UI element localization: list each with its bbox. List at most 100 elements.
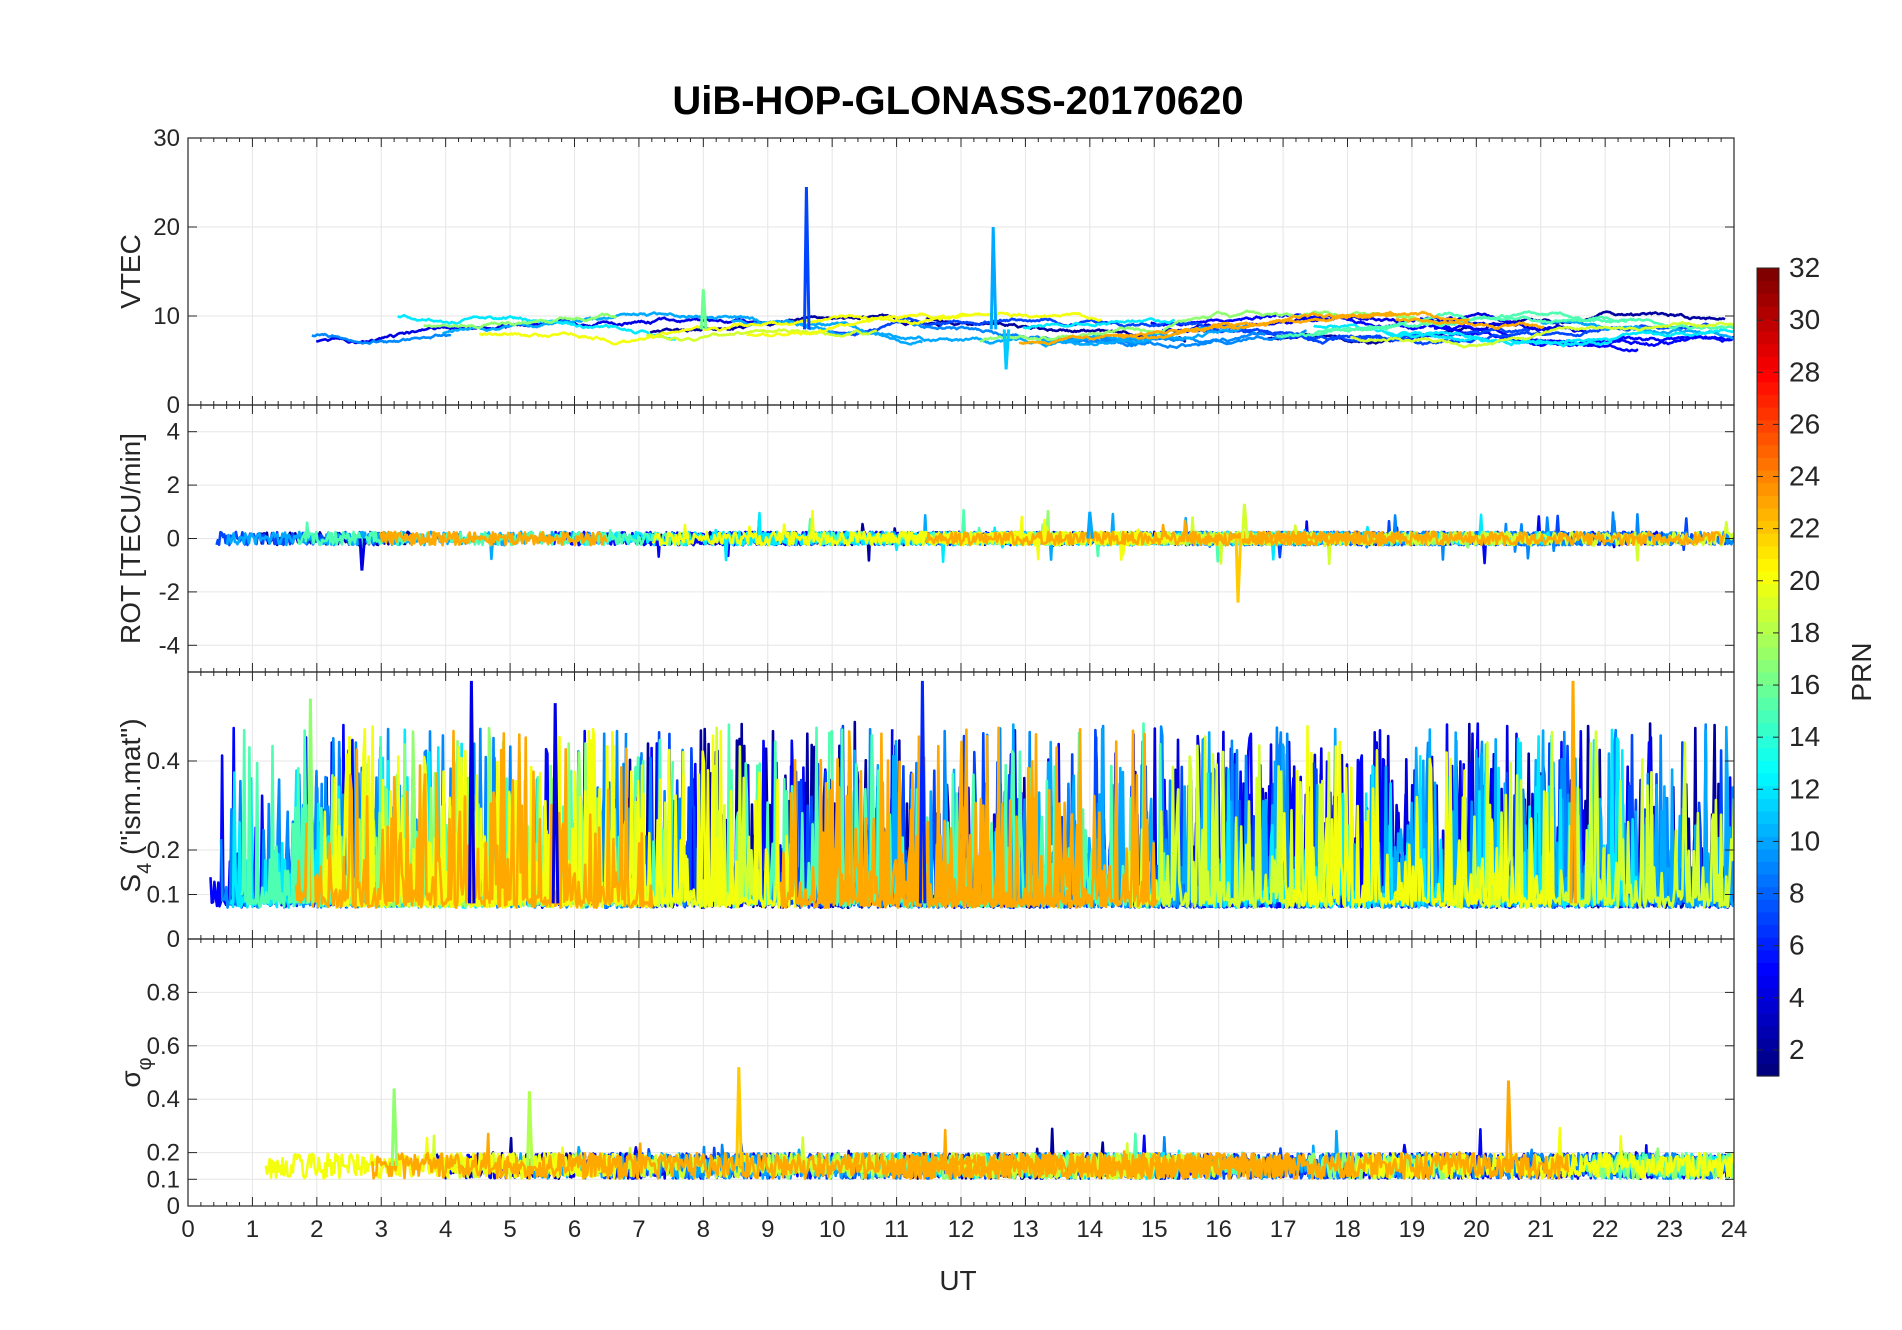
colorbar-swatch <box>1757 495 1779 509</box>
x-tick-label: 14 <box>1076 1216 1103 1243</box>
spike-prn-6 <box>918 680 927 904</box>
colorbar-swatch <box>1757 280 1779 294</box>
spike-prn-10 <box>1086 511 1094 539</box>
colorbar-swatch <box>1757 1063 1779 1077</box>
x-tick-label: 16 <box>1205 1216 1232 1243</box>
x-tick-label: 1 <box>246 1216 259 1243</box>
panel-s4: 0 0.1 0.2 0.4S4 ("ism.mat") <box>115 671 1735 953</box>
spike-prn-16 <box>699 289 708 330</box>
spike-prn-19 <box>1241 503 1249 539</box>
colorbar-swatch <box>1757 406 1779 421</box>
colorbar-swatch <box>1757 520 1779 534</box>
y-tick-label: 4 <box>167 419 180 446</box>
series-line-prn-23 <box>1111 312 1397 339</box>
colorbar-swatch <box>1757 369 1779 383</box>
colorbar-swatch <box>1757 305 1779 320</box>
colorbar-tick-label: 6 <box>1789 930 1805 961</box>
y-axis-label-s4: S4 ("ism.mat") <box>115 718 156 892</box>
y-tick-label: 20 <box>153 214 180 241</box>
series-line-prn-20 <box>1280 724 1555 910</box>
colorbar-swatch <box>1757 482 1779 496</box>
series-line-prn-9 <box>311 332 452 345</box>
spike-prn-22 <box>735 1067 743 1167</box>
colorbar-tick-label: 30 <box>1789 304 1820 335</box>
colorbar-swatch <box>1757 861 1779 875</box>
colorbar-tick-label: 4 <box>1789 982 1805 1013</box>
colorbar-swatch <box>1757 886 1779 900</box>
series-group-s4 <box>209 680 1734 910</box>
series-line-prn-2 <box>925 316 1187 344</box>
colorbar-swatch <box>1757 394 1779 408</box>
colorbar-tick-label: 8 <box>1789 878 1805 909</box>
colorbar-swatch <box>1757 646 1779 660</box>
series-line-prn-20 <box>746 311 1102 338</box>
colorbar-swatch <box>1757 785 1779 799</box>
spike-prn-4 <box>358 538 366 571</box>
spike-prn-4 <box>551 703 560 904</box>
x-tick-label: 19 <box>1399 1216 1426 1243</box>
series-line-prn-20 <box>1350 1126 1578 1180</box>
colorbar-swatch <box>1757 583 1779 597</box>
x-tick-label: 3 <box>375 1216 388 1243</box>
spike-prn-23 <box>1569 680 1577 904</box>
y-tick-label: 0 <box>167 926 180 953</box>
series-line-prn-19 <box>645 328 878 342</box>
x-tick-label: 18 <box>1334 1216 1361 1243</box>
colorbar-swatch <box>1757 1000 1779 1014</box>
x-tick-label: 0 <box>181 1216 194 1243</box>
colorbar-swatch <box>1757 937 1779 951</box>
colorbar-tick-label: 12 <box>1789 773 1820 804</box>
series-group-vtec <box>311 186 1734 370</box>
x-tick-label: 11 <box>884 1216 909 1243</box>
colorbar-swatch <box>1757 457 1779 471</box>
colorbar-swatch <box>1757 722 1779 736</box>
colorbar-swatch <box>1757 331 1779 345</box>
y-tick-label: 0 <box>167 392 180 419</box>
series-line-prn-23 <box>845 1151 1301 1181</box>
colorbar-swatch <box>1757 874 1779 888</box>
colorbar-swatch <box>1757 735 1779 749</box>
x-tick-label: 20 <box>1463 1216 1490 1243</box>
series-line-prn-23 <box>378 530 608 547</box>
y-axis-label-rot: ROT [TECU/min] <box>115 433 146 644</box>
ticks-s4: 0 0.1 0.2 0.4 <box>147 672 1735 953</box>
spike-prn-7 <box>803 186 811 330</box>
series-line-prn-4 <box>316 316 759 345</box>
y-tick-label: 30 <box>153 125 180 152</box>
spike-prn-22 <box>1234 538 1243 603</box>
colorbar-swatch <box>1757 596 1779 610</box>
series-line-prn-23 <box>1236 530 1727 547</box>
colorbar-tick-label: 22 <box>1789 513 1820 544</box>
spike-prn-17 <box>307 698 315 904</box>
colorbar-swatch <box>1757 1038 1779 1052</box>
y-tick-label: -4 <box>159 632 180 659</box>
colorbar-swatch <box>1757 709 1779 724</box>
x-tick-label: 23 <box>1656 1216 1683 1243</box>
colorbar-swatch <box>1757 684 1779 698</box>
series-line-prn-23 <box>1395 317 1545 331</box>
series-line-prn-19 <box>1350 320 1734 349</box>
colorbar-swatch <box>1757 621 1779 635</box>
x-tick-label: 4 <box>439 1216 452 1243</box>
y-tick-label: 0.6 <box>147 1033 180 1060</box>
y-axis-label-vtec: VTEC <box>115 234 146 309</box>
colorbar-swatch <box>1757 747 1779 761</box>
colorbar-swatch <box>1757 899 1779 913</box>
x-tick-label: 21 <box>1527 1216 1554 1243</box>
x-tick-label: 17 <box>1270 1216 1297 1243</box>
colorbar-swatch <box>1757 672 1779 686</box>
series-line-prn-23 <box>371 1132 861 1180</box>
y-tick-label: 0 <box>167 526 180 553</box>
colorbar-tick-label: 24 <box>1789 461 1820 492</box>
panel-rot: -4 -2 0 2 4 ROT [TECU/min] <box>115 404 1735 673</box>
ticks-rot: -4 -2 0 2 4 <box>159 405 1735 672</box>
y-tick-label: 0.2 <box>147 1140 180 1167</box>
x-tick-label: 10 <box>819 1216 846 1243</box>
spike-prn-17 <box>390 1088 399 1167</box>
x-tick-label: 22 <box>1592 1216 1619 1243</box>
series-line-prn-23 <box>817 727 1159 909</box>
x-tick-labels: 0 1 2 3 4 5 6 7 8 9 10 11 12 13 14 15 16 17 18 19 20 21 22 23 24 <box>181 1216 1747 1243</box>
series-group-sigma <box>264 1067 1734 1181</box>
